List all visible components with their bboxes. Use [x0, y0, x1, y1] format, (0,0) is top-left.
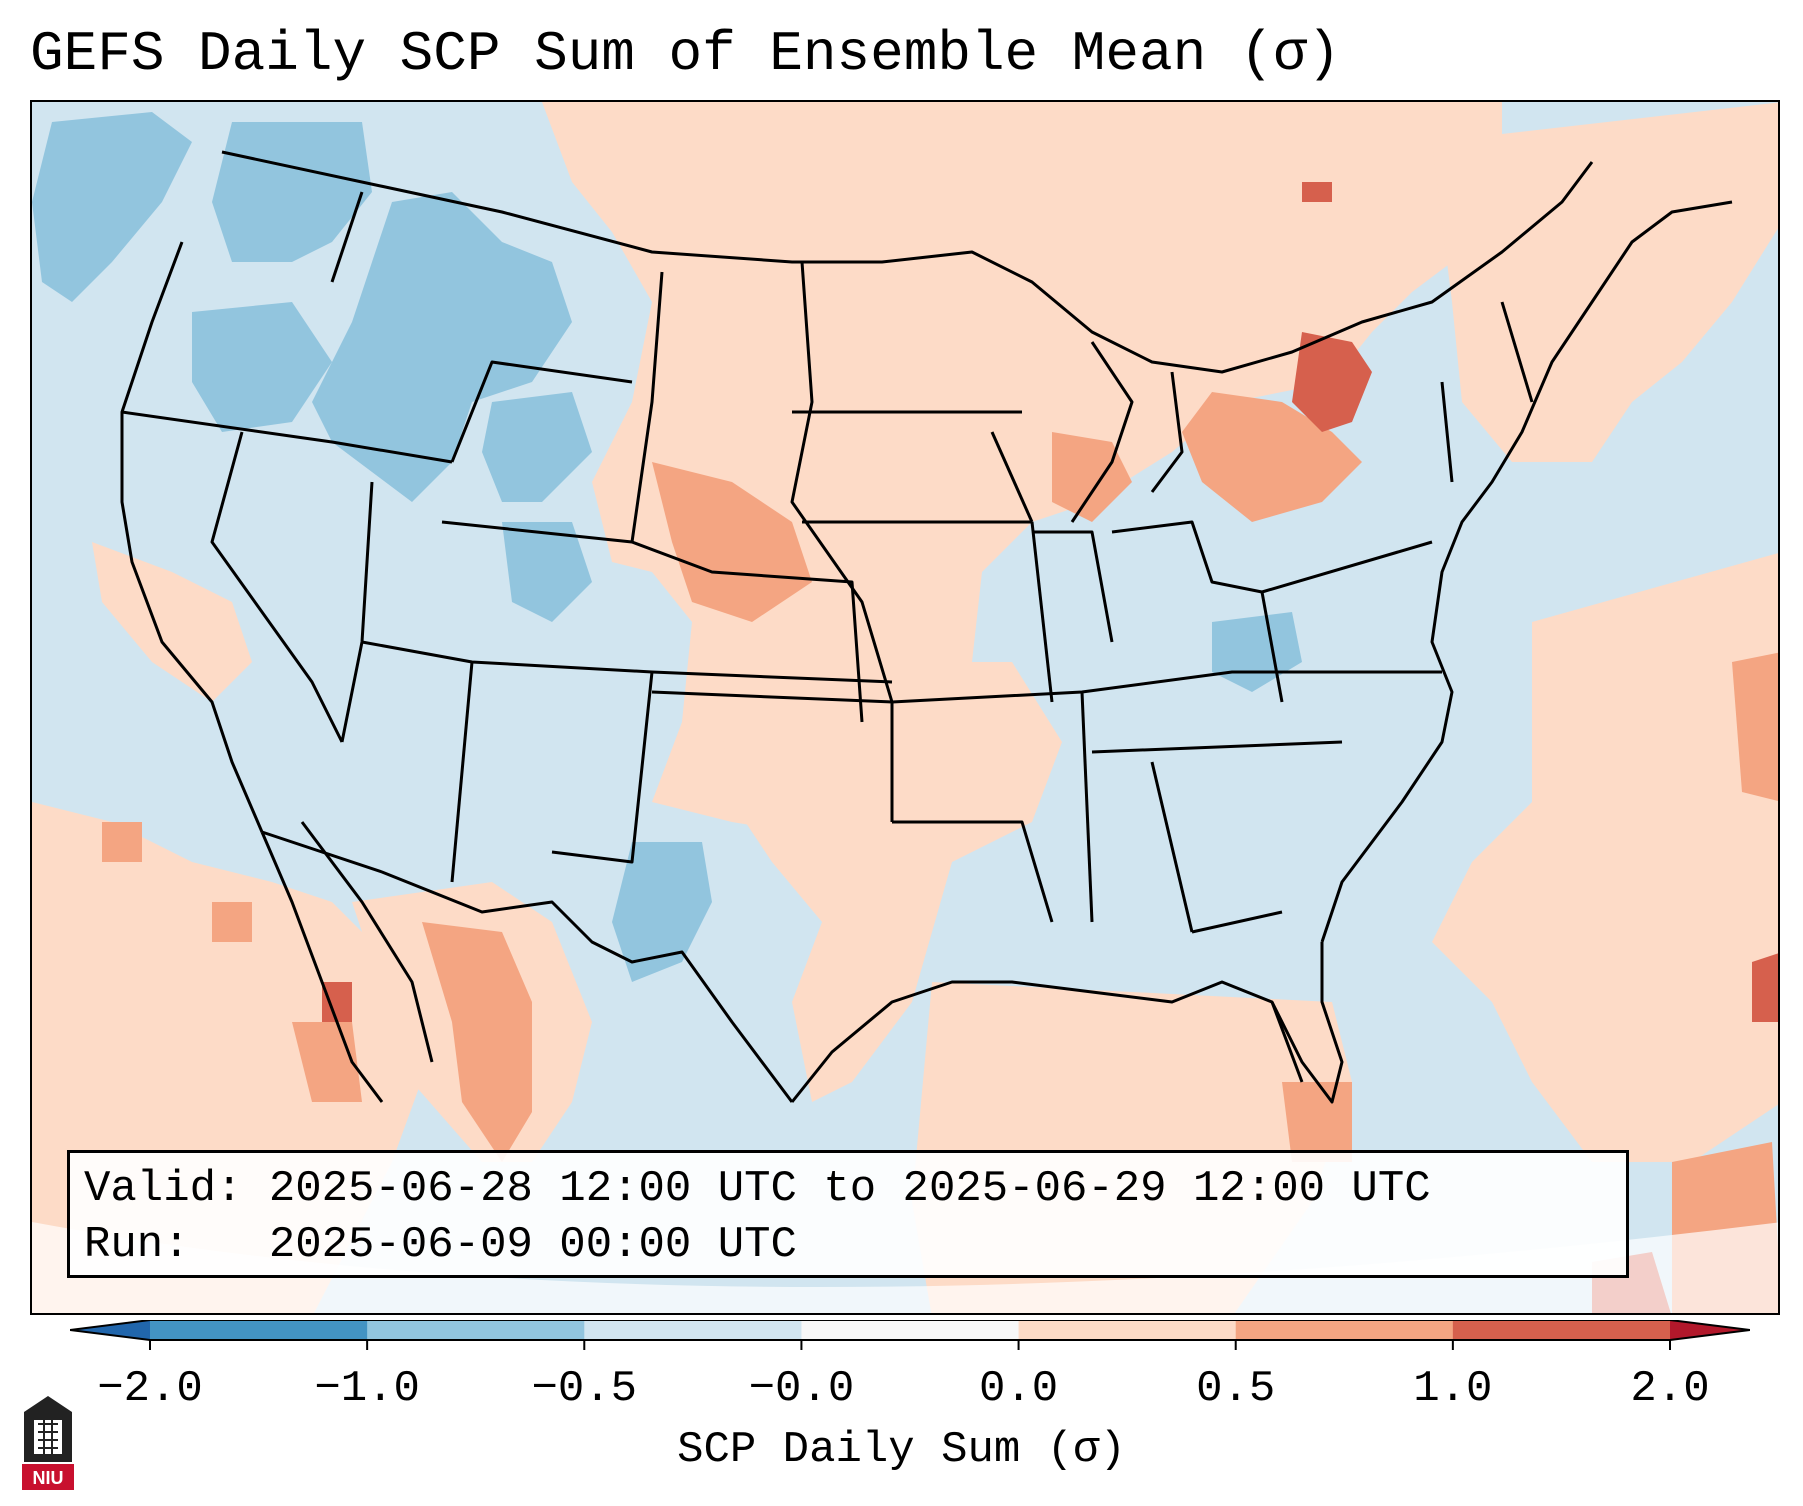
colorbar-tick-label: 0.0: [978, 1364, 1059, 1414]
run-time: 2025-06-09 00:00 UTC: [268, 1220, 797, 1270]
validity-info-box: Valid: 2025-06-28 12:00 UTC to 2025-06-2…: [67, 1150, 1629, 1278]
colorbar-bin: [1235, 1320, 1454, 1340]
colorbar: [70, 1320, 1750, 1350]
colorbar-bin: [1452, 1320, 1671, 1340]
map-canvas: [32, 102, 1778, 1313]
colorbar-tick-label: −1.0: [314, 1364, 420, 1414]
colorbar-bins: [150, 1320, 1671, 1340]
colorbar-bin: [1018, 1320, 1237, 1340]
logo-text: NIU: [33, 1468, 64, 1488]
political-boundaries: [120, 150, 1733, 1104]
run-row: Run: 2025-06-09 00:00 UTC: [84, 1217, 1612, 1273]
valid-time-range: 2025-06-28 12:00 UTC to 2025-06-29 12:00…: [268, 1164, 1431, 1214]
colorbar-tick-label: −0.0: [748, 1364, 855, 1414]
colorbar-under-arrow: [70, 1320, 150, 1340]
colorbar-tick-label: 0.5: [1196, 1364, 1276, 1414]
colorbar-outline: [70, 1320, 1750, 1341]
colorbar-bin: [801, 1320, 1020, 1340]
colorbar-tick-label: 2.0: [1630, 1364, 1710, 1414]
map-panel: [30, 100, 1780, 1315]
colorbar-ticks: [149, 1340, 1671, 1350]
colorbar-over-arrow: [1670, 1320, 1750, 1340]
map-title: GEFS Daily SCP Sum of Ensemble Mean (σ): [30, 22, 1341, 86]
colorbar-label: SCP Daily Sum (σ): [677, 1425, 1126, 1475]
valid-label: Valid:: [84, 1164, 243, 1214]
colorbar-tick-label: 1.0: [1413, 1364, 1493, 1414]
colorbar-bin: [367, 1320, 585, 1340]
projection-edge: [32, 1222, 1778, 1313]
niu-logo: NIU: [22, 1396, 74, 1490]
run-label: Run:: [84, 1220, 190, 1270]
colorbar-tick-label: −0.5: [531, 1364, 638, 1414]
valid-row: Valid: 2025-06-28 12:00 UTC to 2025-06-2…: [84, 1161, 1612, 1217]
colorbar-bin: [584, 1320, 802, 1340]
colorbar-tick-label: −2.0: [97, 1364, 203, 1414]
colorbar-bin: [150, 1320, 368, 1340]
